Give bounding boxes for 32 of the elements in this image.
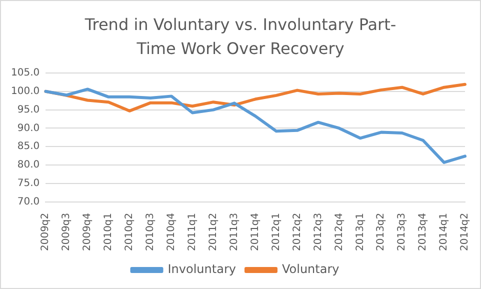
- x-tick-label: 2013q2: [376, 212, 387, 252]
- x-tick-label: 2010q2: [124, 212, 136, 252]
- y-tick-label: 80.0: [17, 160, 40, 171]
- x-tick-label: 2009q4: [82, 212, 94, 252]
- x-tick-label: 2013q3: [396, 212, 408, 252]
- x-tick-label: 2012q4: [334, 212, 345, 252]
- legend-label: Involuntary: [168, 262, 236, 276]
- y-tick-label: 95.0: [17, 104, 40, 116]
- y-tick-label: 100.0: [10, 86, 40, 97]
- y-tick-label: 85.0: [17, 141, 40, 152]
- y-tick-label: 105.0: [10, 68, 40, 79]
- x-tick-label: 2012q1: [270, 212, 282, 252]
- legend-label: Voluntary: [282, 262, 340, 276]
- x-tick-label: 2011q2: [208, 212, 219, 252]
- x-tick-label: 2013q1: [354, 212, 366, 252]
- x-tick-label: 2014q2: [460, 212, 471, 252]
- x-tick-label: 2012q2: [292, 212, 303, 252]
- x-tick-label: 2011q1: [187, 212, 198, 252]
- chart-title: Trend in Voluntary vs. Involuntary Part-Time Work Over Recovery: [84, 14, 398, 60]
- x-tick-label: 2013q4: [418, 212, 429, 252]
- x-tick-label: 2009q3: [61, 212, 72, 252]
- y-tick-label: 90.0: [17, 122, 40, 134]
- x-tick-label: 2014q1: [438, 212, 450, 252]
- x-tick-label: 2011q4: [250, 212, 261, 252]
- x-tick-label: 2010q1: [103, 212, 114, 252]
- x-tick-label: 2011q3: [228, 212, 240, 252]
- x-tick-label: 2012q3: [312, 212, 324, 252]
- x-tick-label: 2010q4: [166, 212, 178, 252]
- x-tick-label: 2009q2: [40, 212, 52, 252]
- y-tick-label: 70.0: [17, 196, 40, 208]
- x-tick-label: 2010q3: [145, 212, 156, 252]
- y-tick-label: 75.0: [17, 178, 40, 190]
